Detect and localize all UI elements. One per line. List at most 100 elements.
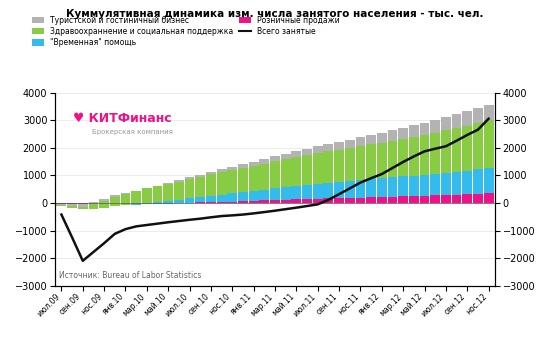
Bar <box>334 142 344 150</box>
Bar <box>270 161 280 188</box>
Bar <box>270 188 280 200</box>
Bar <box>78 203 87 206</box>
Text: Куммулятивная динамика изм. числа занятого населения - тыс. чел.: Куммулятивная динамика изм. числа занято… <box>66 9 484 19</box>
Bar <box>174 200 184 203</box>
Bar <box>57 204 67 205</box>
Bar <box>185 198 195 203</box>
Bar <box>483 105 493 121</box>
Bar <box>430 132 440 174</box>
Bar <box>345 181 355 198</box>
Bar <box>163 201 173 203</box>
Bar <box>67 205 77 208</box>
Bar <box>292 151 301 157</box>
Bar <box>89 203 98 206</box>
Bar <box>131 203 141 205</box>
Bar <box>142 188 152 203</box>
Bar <box>313 183 323 198</box>
Bar <box>366 135 376 144</box>
Bar <box>355 137 365 146</box>
Bar <box>142 203 152 204</box>
Bar <box>463 126 472 171</box>
Bar <box>345 148 355 181</box>
Bar <box>67 203 77 205</box>
Bar <box>120 193 130 205</box>
Bar <box>78 206 87 209</box>
Bar <box>142 203 152 204</box>
Bar <box>99 199 109 208</box>
Bar <box>463 194 472 203</box>
Bar <box>57 204 67 206</box>
Bar <box>355 146 365 180</box>
Bar <box>110 196 120 197</box>
Bar <box>430 195 440 203</box>
Bar <box>195 177 205 197</box>
Bar <box>409 137 419 176</box>
Bar <box>174 180 184 182</box>
Bar <box>152 202 162 204</box>
Bar <box>355 197 365 203</box>
Bar <box>441 195 451 203</box>
Bar <box>398 196 408 203</box>
Bar <box>302 199 312 203</box>
Bar <box>420 135 430 175</box>
Bar <box>206 172 216 175</box>
Bar <box>260 200 270 203</box>
Bar <box>227 193 237 202</box>
Bar <box>195 175 205 177</box>
Bar <box>67 205 77 208</box>
Bar <box>441 130 451 173</box>
Bar <box>345 140 355 148</box>
Bar <box>280 200 290 203</box>
Bar <box>313 198 323 203</box>
Text: ♥ КИТФинанс: ♥ КИТФинанс <box>73 112 171 125</box>
Bar <box>430 174 440 195</box>
Bar <box>78 204 87 209</box>
Bar <box>302 149 312 155</box>
Bar <box>260 190 270 200</box>
Bar <box>270 200 280 203</box>
Bar <box>388 130 398 141</box>
Bar <box>238 201 248 203</box>
Bar <box>483 121 493 168</box>
Bar <box>452 114 461 128</box>
Text: Источник: Bureau of Labor Statistics: Источник: Bureau of Labor Statistics <box>59 271 202 280</box>
Bar <box>452 172 461 195</box>
Bar <box>57 204 67 206</box>
Bar <box>323 144 333 151</box>
Bar <box>78 204 87 207</box>
Bar <box>292 186 301 199</box>
Bar <box>377 197 387 203</box>
Bar <box>280 187 290 200</box>
Bar <box>398 176 408 196</box>
Bar <box>463 171 472 194</box>
Bar <box>334 150 344 182</box>
Bar <box>227 170 237 193</box>
Bar <box>217 172 227 195</box>
Bar <box>206 196 216 202</box>
Bar <box>366 144 376 179</box>
Bar <box>249 161 258 166</box>
Bar <box>195 197 205 202</box>
Bar <box>185 177 195 179</box>
Bar <box>249 201 258 203</box>
Bar <box>441 173 451 195</box>
Bar <box>355 180 365 197</box>
Bar <box>99 203 109 206</box>
Bar <box>217 169 227 172</box>
Bar <box>227 167 237 170</box>
Bar <box>388 177 398 197</box>
Bar <box>430 120 440 132</box>
Bar <box>366 197 376 203</box>
Bar <box>302 155 312 185</box>
Bar <box>388 197 398 203</box>
Bar <box>409 125 419 137</box>
Bar <box>227 202 237 203</box>
Text: Брокерская компания: Брокерская компания <box>92 130 173 135</box>
Bar <box>280 154 290 159</box>
Bar <box>313 153 323 183</box>
Bar <box>280 159 290 187</box>
Bar <box>57 203 67 204</box>
Bar <box>163 183 173 184</box>
Bar <box>323 182 333 198</box>
Bar <box>452 128 461 172</box>
